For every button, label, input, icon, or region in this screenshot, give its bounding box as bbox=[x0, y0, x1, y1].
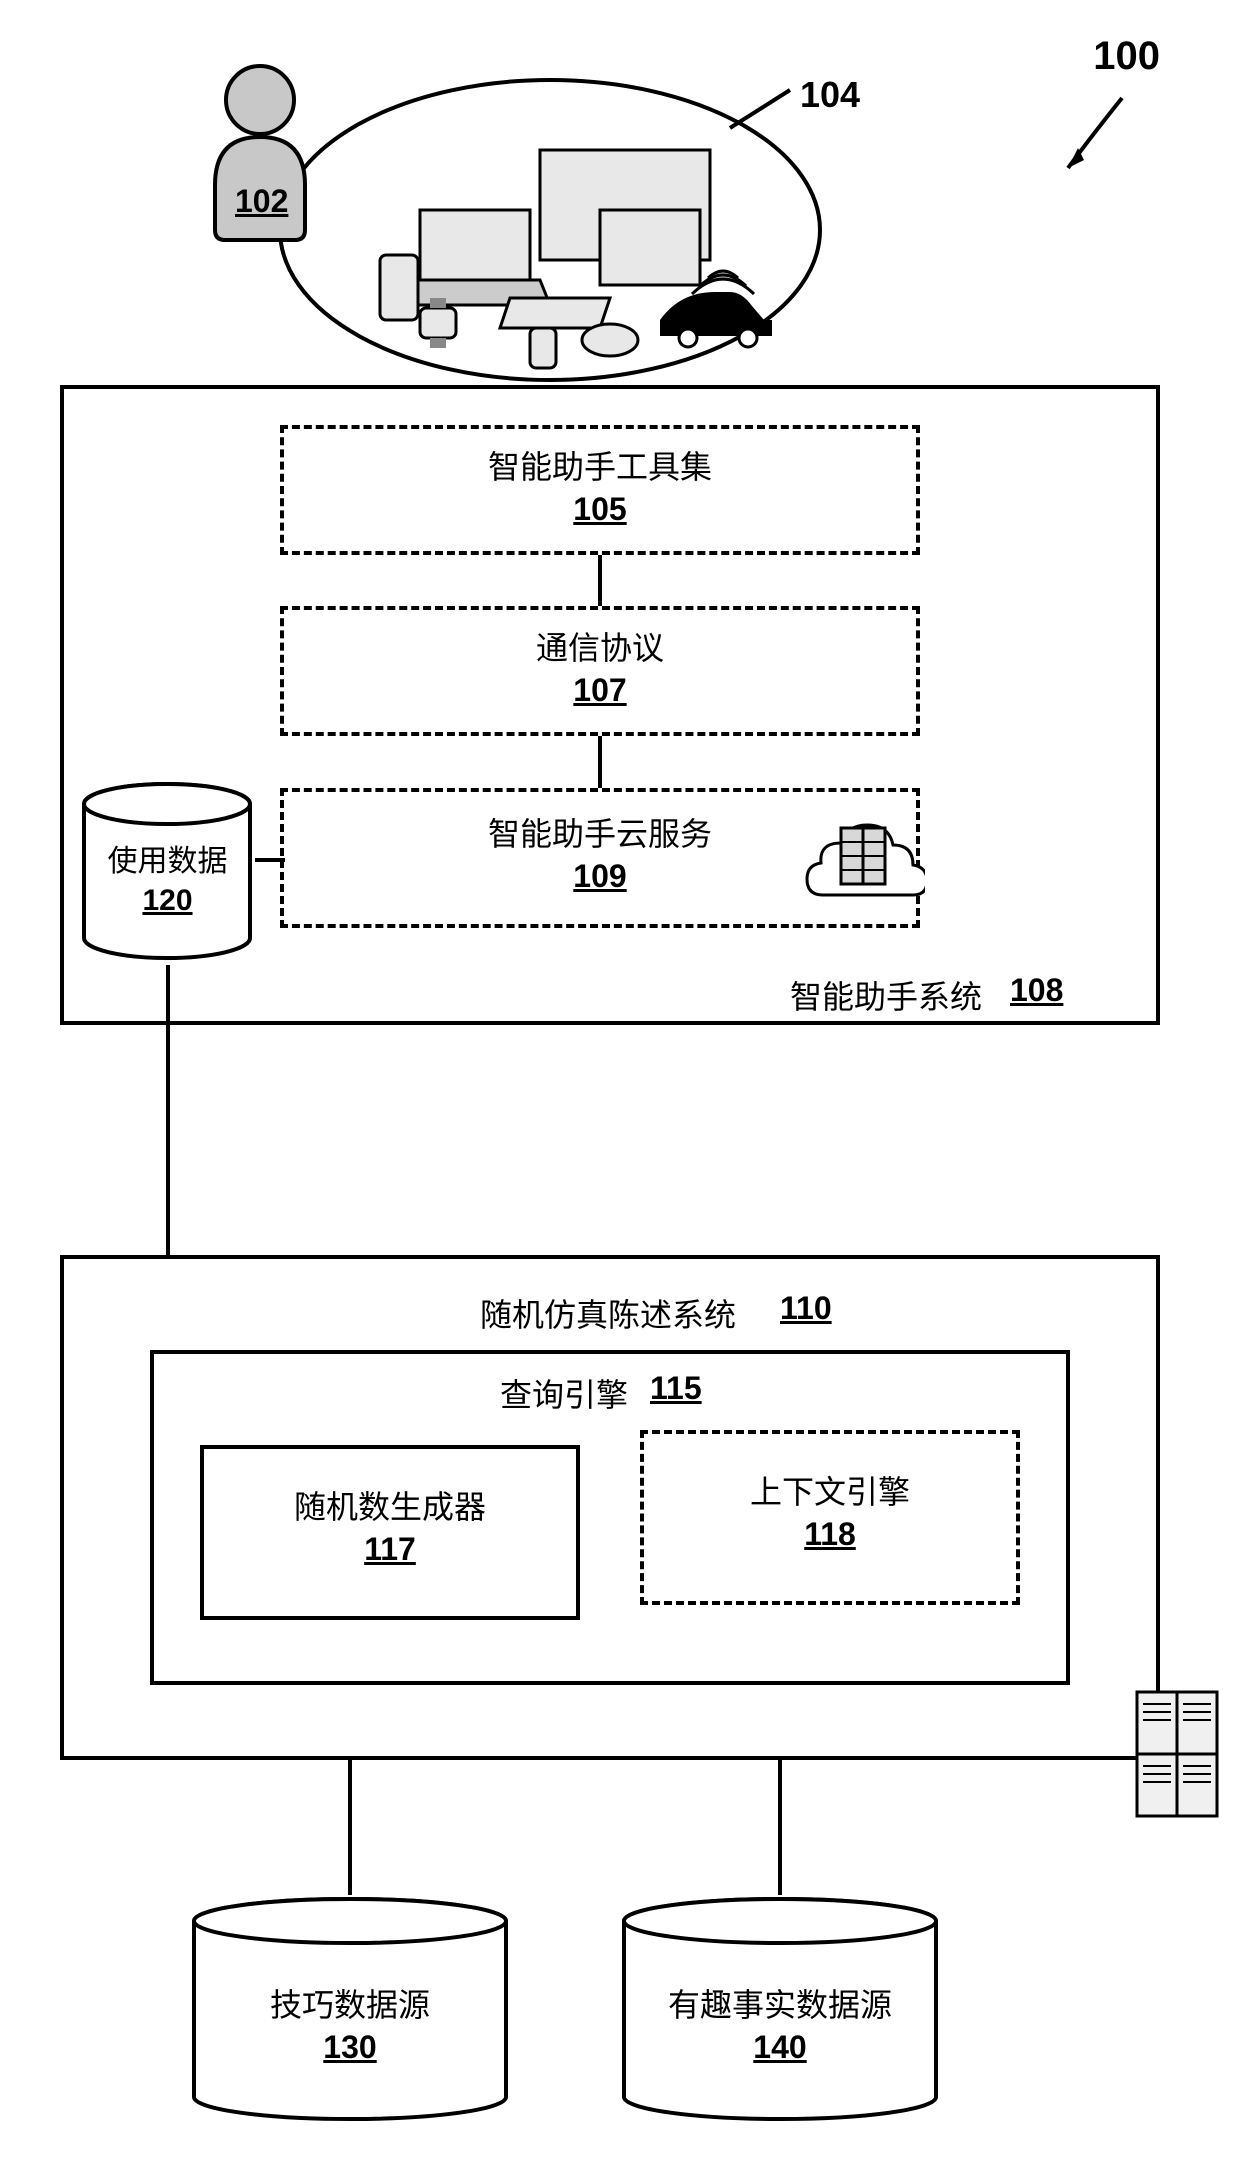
fact-ref: 140 bbox=[620, 2027, 940, 2069]
skill-db-cylinder: 技巧数据源 130 bbox=[190, 1895, 510, 2125]
device-bubble bbox=[270, 60, 830, 390]
assistant-system-ref: 108 bbox=[1010, 972, 1063, 1009]
skill-ref: 130 bbox=[190, 2027, 510, 2069]
connector-usage-cloud bbox=[255, 855, 285, 865]
context-label: 上下文引擎 bbox=[644, 1472, 1016, 1514]
toolset-label: 智能助手工具集 bbox=[284, 447, 916, 489]
context-engine-box: 上下文引擎 118 bbox=[640, 1430, 1020, 1605]
connector-sim-skill bbox=[345, 1760, 355, 1895]
usage-data-cylinder: 使用数据 120 bbox=[80, 780, 255, 965]
rng-label: 随机数生成器 bbox=[204, 1487, 576, 1529]
server-rack-icon bbox=[1135, 1690, 1221, 1820]
overall-ref: 100 bbox=[1093, 34, 1160, 79]
bubble-ref: 104 bbox=[800, 74, 860, 116]
context-ref: 118 bbox=[644, 1514, 1016, 1556]
query-engine-ref: 115 bbox=[650, 1370, 702, 1407]
rng-ref: 117 bbox=[204, 1529, 576, 1571]
connector-108-110 bbox=[163, 965, 173, 1255]
diagram-canvas: 100 104 bbox=[0, 0, 1240, 2172]
usage-label: 使用数据 bbox=[80, 842, 255, 881]
connector-sim-fact bbox=[775, 1760, 785, 1895]
fact-db-cylinder: 有趣事实数据源 140 bbox=[620, 1895, 940, 2125]
toolset-box: 智能助手工具集 105 bbox=[280, 425, 920, 555]
usage-ref: 120 bbox=[80, 881, 255, 920]
sim-system-ref: 110 bbox=[780, 1290, 832, 1327]
query-engine-label: 查询引擎 bbox=[500, 1370, 628, 1416]
ref-arrow-icon bbox=[1050, 90, 1140, 180]
skill-label: 技巧数据源 bbox=[190, 1985, 510, 2027]
cloud-server-icon bbox=[805, 810, 925, 920]
sim-system-title: 随机仿真陈述系统 bbox=[480, 1290, 736, 1336]
connectors-upper bbox=[595, 555, 605, 790]
toolset-ref: 105 bbox=[284, 489, 916, 531]
rng-box: 随机数生成器 117 bbox=[200, 1445, 580, 1620]
assistant-system-title: 智能助手系统 bbox=[790, 972, 982, 1018]
user-ref: 102 bbox=[235, 183, 288, 220]
fact-label: 有趣事实数据源 bbox=[620, 1985, 940, 2027]
